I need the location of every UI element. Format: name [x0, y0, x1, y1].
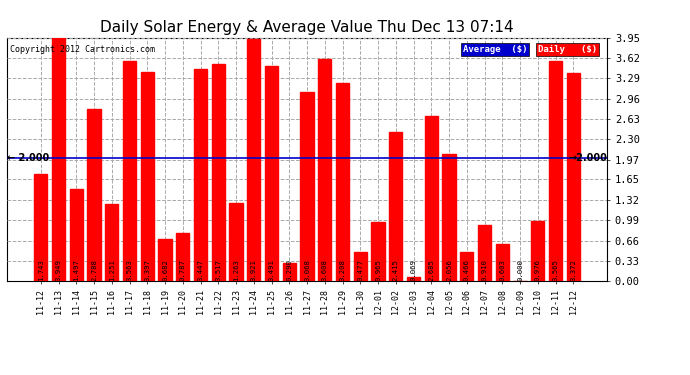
Bar — [531, 221, 544, 281]
Bar — [105, 204, 119, 281]
Bar — [424, 116, 438, 281]
Bar — [176, 232, 190, 281]
Bar — [247, 39, 260, 281]
Bar — [442, 154, 455, 281]
Text: →2.000: →2.000 — [569, 153, 607, 163]
Bar — [300, 92, 314, 281]
Text: 0.069: 0.069 — [411, 259, 417, 280]
Text: 3.608: 3.608 — [322, 259, 328, 280]
Bar — [52, 38, 66, 281]
Bar — [229, 203, 243, 281]
Text: 1.251: 1.251 — [109, 259, 115, 280]
Bar — [34, 174, 48, 281]
Bar — [88, 109, 101, 281]
Text: 1.497: 1.497 — [73, 259, 79, 280]
Text: 0.290: 0.290 — [286, 259, 293, 280]
Text: 3.563: 3.563 — [126, 259, 132, 280]
Bar — [478, 225, 491, 281]
Bar — [354, 252, 367, 281]
Text: 2.685: 2.685 — [428, 259, 434, 280]
Text: ← 2.000: ← 2.000 — [7, 153, 49, 163]
Bar — [495, 244, 509, 281]
Bar — [460, 252, 473, 281]
Bar — [159, 239, 172, 281]
Text: 1.263: 1.263 — [233, 259, 239, 280]
Bar — [283, 263, 296, 281]
Text: 3.068: 3.068 — [304, 259, 310, 280]
Text: 0.910: 0.910 — [482, 259, 488, 280]
Text: 3.921: 3.921 — [250, 259, 257, 280]
Text: 2.415: 2.415 — [393, 259, 399, 280]
Bar — [389, 132, 402, 281]
Title: Daily Solar Energy & Average Value Thu Dec 13 07:14: Daily Solar Energy & Average Value Thu D… — [100, 20, 514, 35]
Bar — [70, 189, 83, 281]
Text: 3.447: 3.447 — [197, 259, 204, 280]
Text: 3.372: 3.372 — [570, 259, 576, 280]
Bar — [566, 73, 580, 281]
Text: 0.682: 0.682 — [162, 259, 168, 280]
Bar — [407, 277, 420, 281]
Text: 2.788: 2.788 — [91, 259, 97, 280]
Text: 1.743: 1.743 — [38, 259, 44, 280]
Text: Average  ($): Average ($) — [463, 45, 528, 54]
Bar — [318, 58, 331, 281]
Text: 2.056: 2.056 — [446, 259, 452, 280]
Bar — [549, 61, 562, 281]
Text: 0.466: 0.466 — [464, 259, 470, 280]
Text: 0.787: 0.787 — [180, 259, 186, 280]
Text: 0.603: 0.603 — [500, 259, 505, 280]
Text: Daily   ($): Daily ($) — [538, 45, 598, 54]
Text: 0.000: 0.000 — [517, 259, 523, 280]
Bar — [265, 66, 278, 281]
Bar — [194, 69, 207, 281]
Text: 0.965: 0.965 — [375, 259, 381, 280]
Text: Copyright 2012 Cartronics.com: Copyright 2012 Cartronics.com — [10, 45, 155, 54]
Text: 3.397: 3.397 — [144, 259, 150, 280]
Text: 0.976: 0.976 — [535, 259, 541, 280]
Bar — [212, 64, 225, 281]
Text: 3.949: 3.949 — [56, 259, 61, 280]
Text: 3.491: 3.491 — [268, 259, 275, 280]
Text: 3.565: 3.565 — [553, 259, 558, 280]
Bar — [371, 222, 385, 281]
Bar — [123, 62, 136, 281]
Bar — [141, 72, 154, 281]
Text: 3.208: 3.208 — [339, 259, 346, 280]
Bar — [336, 83, 349, 281]
Text: 3.517: 3.517 — [215, 259, 221, 280]
Text: 0.477: 0.477 — [357, 259, 364, 280]
